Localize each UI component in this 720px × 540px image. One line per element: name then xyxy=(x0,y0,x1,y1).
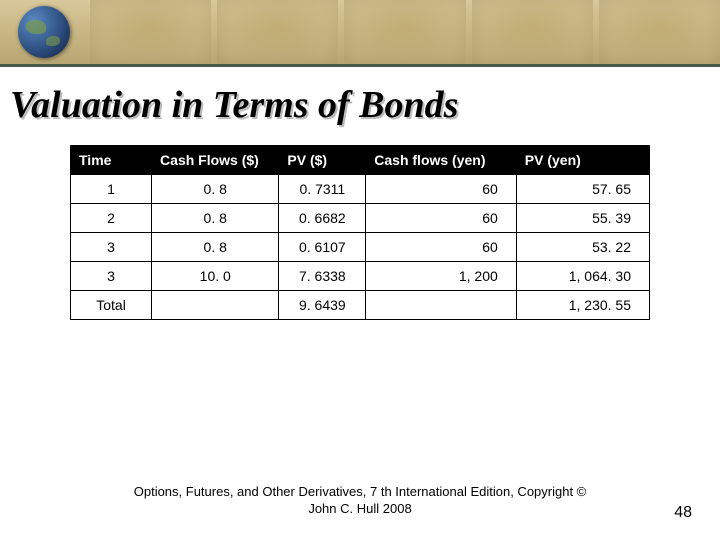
cell-pv-y: 1, 064. 30 xyxy=(516,262,649,291)
map-tile xyxy=(217,0,338,64)
cell-pv-d: 0. 7311 xyxy=(279,175,366,204)
cell-cf-y: 1, 200 xyxy=(366,262,517,291)
footer-credit: Options, Futures, and Other Derivatives,… xyxy=(0,484,720,518)
valuation-table: Time Cash Flows ($) PV ($) Cash flows (y… xyxy=(70,145,650,320)
map-strip xyxy=(90,0,720,64)
cell-pv-d-total: 9. 6439 xyxy=(279,291,366,320)
valuation-table-wrap: Time Cash Flows ($) PV ($) Cash flows (y… xyxy=(70,145,650,320)
table-row: 2 0. 8 0. 6682 60 55. 39 xyxy=(71,204,650,233)
cell-cf-d: 0. 8 xyxy=(152,233,279,262)
cell-time: 2 xyxy=(71,204,152,233)
cell-pv-y-total: 1, 230. 55 xyxy=(516,291,649,320)
table-row: 3 0. 8 0. 6107 60 53. 22 xyxy=(71,233,650,262)
globe-icon xyxy=(18,6,70,58)
cell-pv-y: 53. 22 xyxy=(516,233,649,262)
th-time: Time xyxy=(71,146,152,175)
cell-pv-y: 55. 39 xyxy=(516,204,649,233)
th-pv-dollar: PV ($) xyxy=(279,146,366,175)
cell-cf-d-total xyxy=(152,291,279,320)
cell-time-total: Total xyxy=(71,291,152,320)
table-header-row: Time Cash Flows ($) PV ($) Cash flows (y… xyxy=(71,146,650,175)
banner-divider xyxy=(0,64,720,67)
cell-cf-y: 60 xyxy=(366,175,517,204)
cell-pv-d: 7. 6338 xyxy=(279,262,366,291)
cell-cf-y: 60 xyxy=(366,204,517,233)
cell-cf-y-total xyxy=(366,291,517,320)
table-row: 1 0. 8 0. 7311 60 57. 65 xyxy=(71,175,650,204)
map-tile xyxy=(599,0,720,64)
th-pv-yen: PV (yen) xyxy=(516,146,649,175)
cell-pv-d: 0. 6682 xyxy=(279,204,366,233)
cell-time: 1 xyxy=(71,175,152,204)
cell-cf-d: 0. 8 xyxy=(152,175,279,204)
cell-time: 3 xyxy=(71,233,152,262)
cell-pv-d: 0. 6107 xyxy=(279,233,366,262)
map-tile xyxy=(344,0,465,64)
cell-cf-y: 60 xyxy=(366,233,517,262)
th-cash-flows-yen: Cash flows (yen) xyxy=(366,146,517,175)
cell-cf-d: 0. 8 xyxy=(152,204,279,233)
slide-number: 48 xyxy=(674,504,692,522)
top-banner xyxy=(0,0,720,64)
cell-pv-y: 57. 65 xyxy=(516,175,649,204)
map-tile xyxy=(472,0,593,64)
table-row: 3 10. 0 7. 6338 1, 200 1, 064. 30 xyxy=(71,262,650,291)
table-total-row: Total 9. 6439 1, 230. 55 xyxy=(71,291,650,320)
map-tile xyxy=(90,0,211,64)
cell-cf-d: 10. 0 xyxy=(152,262,279,291)
cell-time: 3 xyxy=(71,262,152,291)
th-cash-flows-dollar: Cash Flows ($) xyxy=(152,146,279,175)
page-title: Valuation in Terms of Bonds xyxy=(10,83,720,127)
